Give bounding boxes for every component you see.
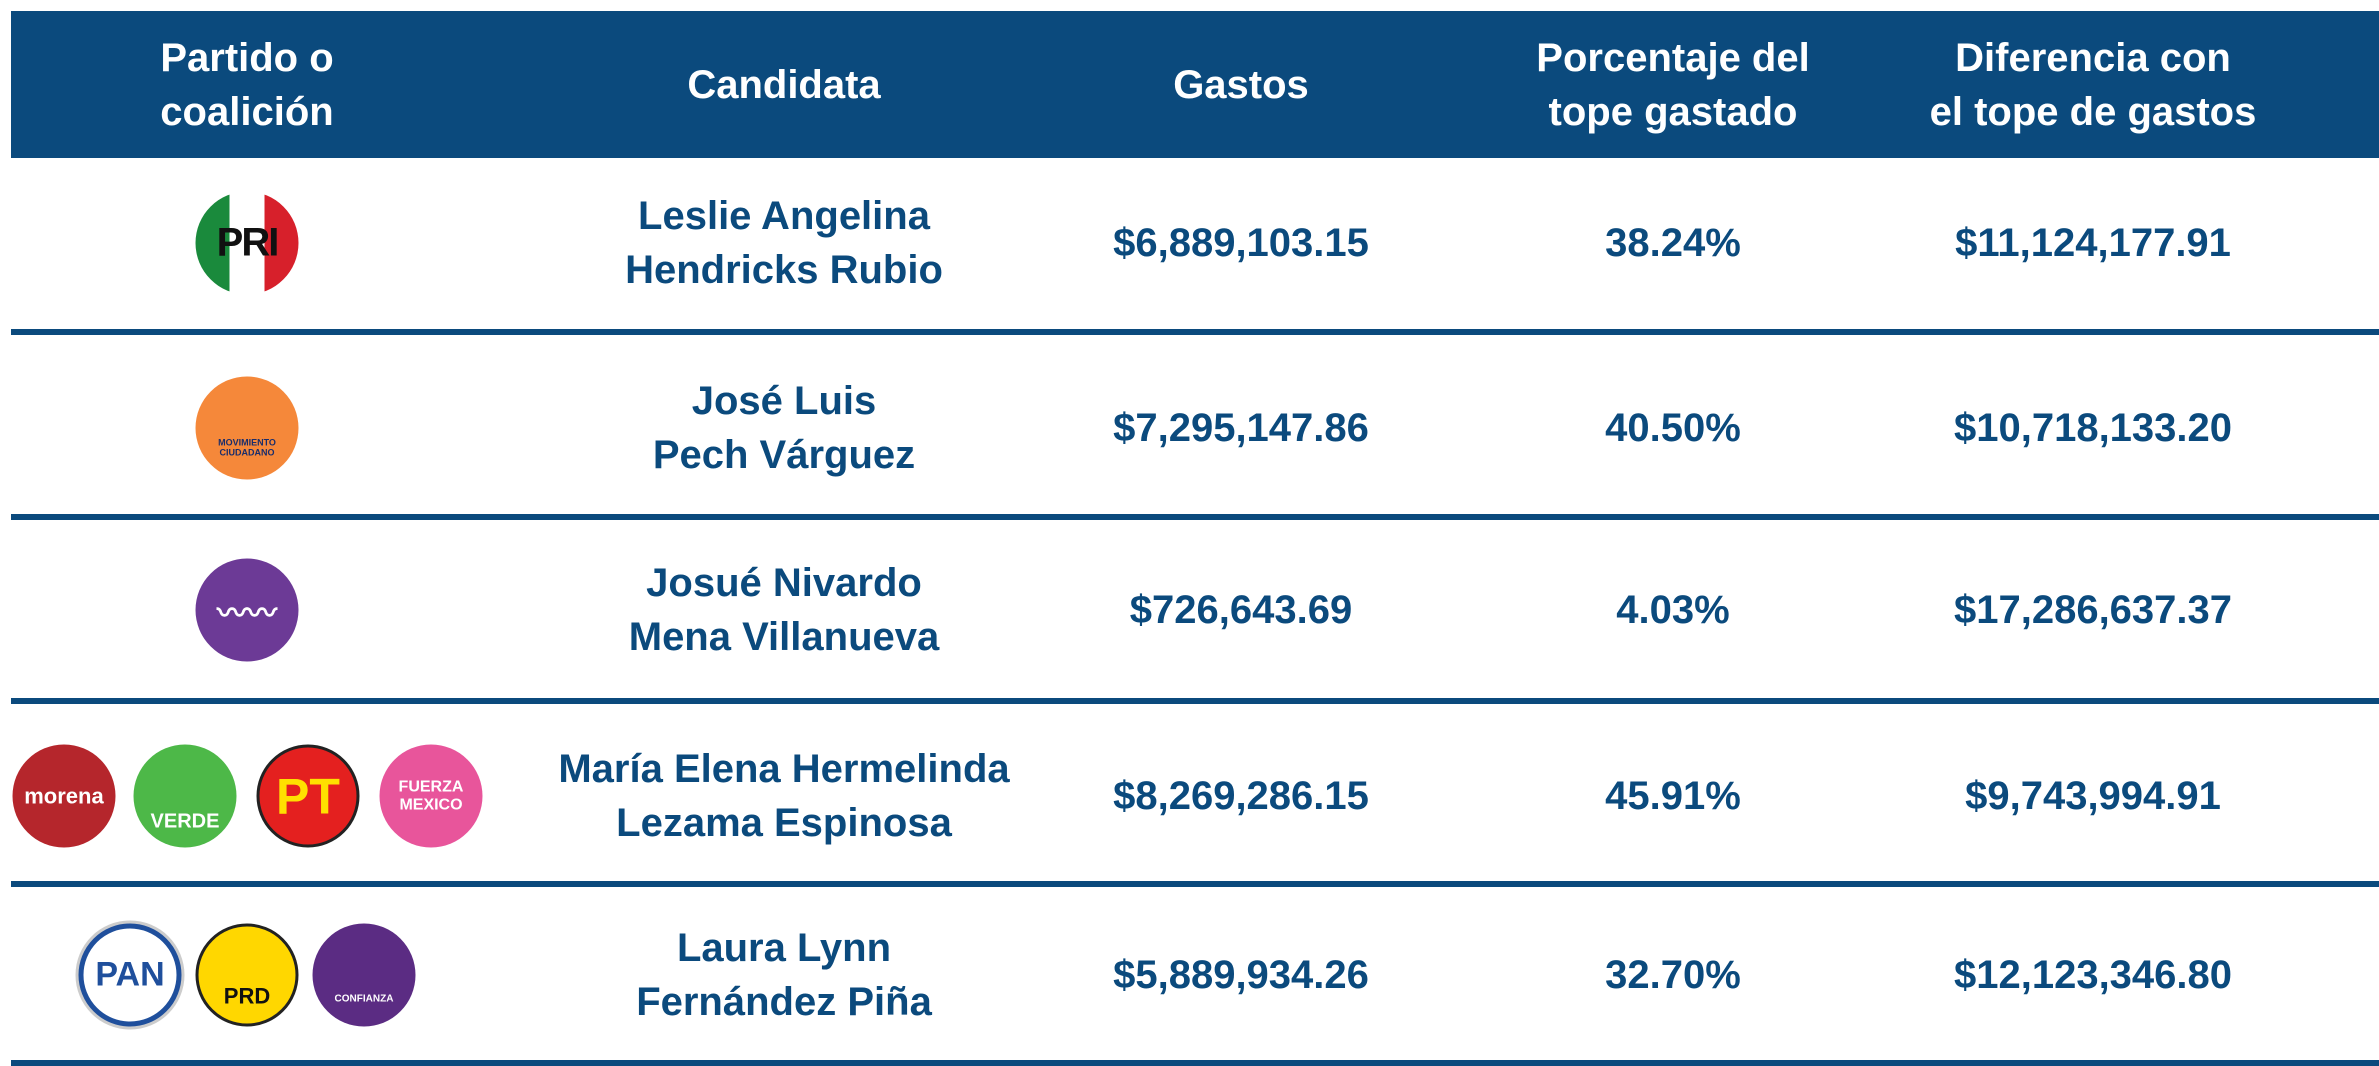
text-line: $9,743,994.91: [1965, 774, 2221, 818]
text-line: morena: [24, 783, 104, 808]
candidate-cell: María Elena Hermelinda Lezama Espinosa: [558, 742, 1009, 850]
text-line: $5,889,934.26: [1113, 953, 1369, 997]
text-line: Porcentaje del: [1536, 35, 1810, 80]
diferencia-cell: $12,123,346.80: [1954, 948, 2232, 1002]
porcentaje-cell: 38.24%: [1605, 216, 1741, 270]
text-line: 〰〰: [217, 597, 277, 630]
text-line: 38.24%: [1605, 221, 1741, 265]
text-line: Partido o: [160, 35, 334, 80]
text-line: María Elena Hermelinda: [558, 747, 1010, 791]
text-line: FUERZA MEXICO: [398, 778, 464, 813]
text-line: 32.70%: [1605, 953, 1741, 997]
text-line: $6,889,103.15: [1113, 221, 1369, 265]
party-logo: PT: [256, 744, 360, 848]
text-line: Hendricks Rubio: [625, 248, 943, 292]
text-line: VERDE: [150, 810, 220, 833]
party-logo: PAN: [78, 923, 182, 1027]
party-logo: CONFIANZA: [312, 923, 416, 1027]
row-separator: [11, 1060, 2379, 1066]
diferencia-cell: $11,124,177.91: [1955, 216, 2231, 270]
porcentaje-cell: 40.50%: [1605, 401, 1741, 455]
porcentaje-cell: 45.91%: [1605, 769, 1741, 823]
text-line: Mena Villanueva: [628, 615, 940, 659]
party-logo: PRD: [195, 923, 299, 1027]
header-bar: [11, 11, 2379, 158]
text-line: PRI: [216, 220, 280, 265]
text-line: 45.91%: [1605, 774, 1741, 818]
text-line: PT: [276, 768, 340, 824]
header-cell: Diferencia con el tope de gastos: [1930, 11, 2257, 158]
text-line: PRD: [223, 983, 271, 1009]
text-line: $726,643.69: [1129, 588, 1353, 632]
candidate-cell: Leslie Angelina Hendricks Rubio: [625, 189, 943, 297]
gastos-cell: $7,295,147.86: [1113, 401, 1369, 455]
porcentaje-cell: 4.03%: [1616, 583, 1729, 637]
text-line: 40.50%: [1605, 406, 1741, 450]
candidate-cell: José Luis Pech Várguez: [653, 374, 915, 482]
candidate-cell: Laura Lynn Fernández Piña: [636, 921, 932, 1029]
text-line: Pech Várguez: [652, 433, 916, 477]
gastos-cell: $6,889,103.15: [1113, 216, 1369, 270]
text-line: coalición: [160, 89, 334, 134]
row-separator: [11, 698, 2379, 704]
party-logo: MOVIMIENTO CIUDADANO: [195, 376, 299, 480]
header-cell: Candidata: [687, 11, 880, 158]
text-line: PAN: [95, 955, 165, 994]
text-line: Gastos: [1173, 62, 1309, 107]
text-line: MOVIMIENTO CIUDADANO: [218, 437, 276, 458]
text-line: $17,286,637.37: [1953, 588, 2233, 632]
row-separator: [11, 881, 2379, 887]
gastos-cell: $5,889,934.26: [1113, 948, 1369, 1002]
header-cell: Partido o coalición: [160, 11, 333, 158]
row-separator: [11, 514, 2379, 520]
text-line: $10,718,133.20: [1953, 406, 2233, 450]
diferencia-cell: $9,743,994.91: [1965, 769, 2221, 823]
header-cell: Gastos: [1173, 11, 1309, 158]
diferencia-cell: $10,718,133.20: [1954, 401, 2232, 455]
diferencia-cell: $17,286,637.37: [1954, 583, 2232, 637]
text-line: Candidata: [687, 62, 881, 107]
text-line: Laura Lynn: [676, 926, 892, 970]
header-cell: Porcentaje del tope gastado: [1536, 11, 1809, 158]
text-line: 4.03%: [1616, 588, 1730, 632]
text-line: $11,124,177.91: [1955, 221, 2231, 265]
text-line: tope gastado: [1548, 89, 1798, 134]
row-separator: [11, 329, 2379, 335]
gastos-cell: $8,269,286.15: [1113, 769, 1369, 823]
text-line: $12,123,346.80: [1953, 953, 2233, 997]
party-logo: VERDE: [133, 744, 237, 848]
party-logo: morena: [12, 744, 116, 848]
text-line: Leslie Angelina: [638, 194, 930, 238]
party-logo: FUERZA MEXICO: [379, 744, 483, 848]
text-line: el tope de gastos: [1929, 89, 2257, 134]
party-logo: PRI: [195, 191, 299, 295]
text-line: Josué Nivardo: [646, 561, 922, 605]
text-line: $8,269,286.15: [1113, 774, 1369, 818]
party-logo: 〰〰: [195, 558, 299, 662]
text-line: CONFIANZA: [334, 993, 394, 1005]
text-line: José Luis: [691, 379, 877, 423]
text-line: $7,295,147.86: [1113, 406, 1369, 450]
text-line: Fernández Piña: [636, 980, 932, 1024]
text-line: Lezama Espinosa: [616, 801, 952, 845]
text-line: Diferencia con: [1955, 35, 2231, 80]
gastos-cell: $726,643.69: [1130, 583, 1352, 637]
candidate-cell: Josué Nivardo Mena Villanueva: [629, 556, 940, 664]
porcentaje-cell: 32.70%: [1605, 948, 1741, 1002]
